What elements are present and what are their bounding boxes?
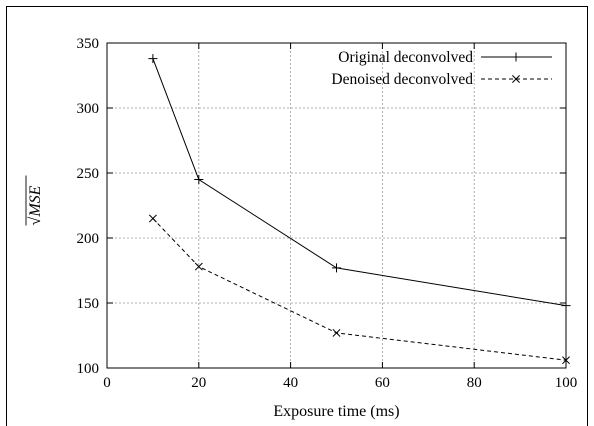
legend: Original deconvolved Denoised deconvolved bbox=[331, 49, 552, 88]
y-axis-label-mse: MSE bbox=[27, 185, 44, 217]
y-tick-label: 150 bbox=[77, 296, 100, 312]
axis-ticks: 0 20 40 60 80 100 100 150 200 250 300 350 bbox=[77, 36, 578, 391]
series-2-point bbox=[194, 262, 203, 271]
series-line-1 bbox=[152, 58, 567, 307]
series-line-2 bbox=[152, 218, 567, 361]
y-axis-label: √MSE bbox=[25, 175, 44, 226]
series-2-point bbox=[148, 214, 157, 223]
x-tick-label: 100 bbox=[555, 375, 578, 391]
series-2-point bbox=[562, 356, 570, 365]
x-tick-label: 20 bbox=[191, 375, 206, 391]
x-axis-label: Exposure time (ms) bbox=[273, 403, 399, 420]
x-tick-label: 60 bbox=[375, 375, 390, 391]
series-2-point bbox=[332, 328, 341, 337]
figure-frame bbox=[6, 6, 588, 426]
y-tick-label: 200 bbox=[77, 231, 100, 247]
y-axis-label-text: √MSE bbox=[27, 185, 44, 225]
x-tick-label: 80 bbox=[467, 375, 482, 391]
series-group bbox=[148, 54, 571, 365]
plot-area bbox=[106, 42, 567, 369]
y-tick-label: 100 bbox=[77, 361, 100, 377]
sqrt-symbol: √ bbox=[27, 216, 44, 225]
legend-label-1: Original deconvolved bbox=[338, 49, 473, 66]
y-tick-label: 250 bbox=[77, 166, 100, 182]
y-tick-label: 350 bbox=[77, 36, 100, 52]
y-tick-label: 300 bbox=[77, 101, 100, 117]
legend-marker-2 bbox=[512, 75, 520, 83]
x-tick-label: 40 bbox=[283, 375, 298, 391]
legend-label-2: Denoised deconvolved bbox=[331, 71, 473, 88]
x-tick-label: 0 bbox=[103, 375, 111, 391]
grid bbox=[107, 43, 566, 368]
